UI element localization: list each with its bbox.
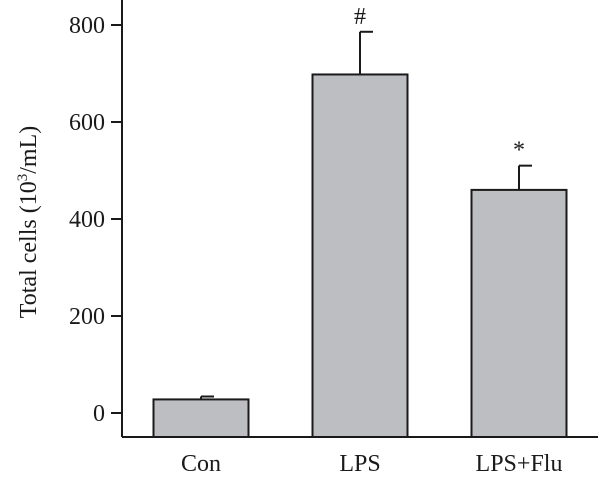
y-axis-title-prefix: Total cells (10 — [16, 181, 42, 318]
bars — [152, 73, 568, 439]
y-axis-title-group: Total cells (103/mL) — [15, 126, 42, 318]
y-tick-label: 0 — [93, 401, 105, 427]
y-axis-title: Total cells (103/mL) — [15, 126, 42, 318]
x-category-label: LPS+Flu — [476, 451, 563, 477]
error-bars — [200, 30, 532, 400]
bar-lps — [311, 73, 409, 438]
y-tick-label: 600 — [69, 110, 105, 136]
y-axis-title-superscript: 3 — [15, 174, 31, 182]
significance-marker: * — [513, 138, 525, 164]
y-axis-ticks: 0 200 400 600 800 — [69, 13, 122, 427]
bar-con — [152, 398, 250, 439]
x-category-label: LPS — [339, 451, 380, 477]
labels: Con LPS # LPS+Flu * — [181, 4, 562, 477]
y-axis-title-suffix: /mL) — [16, 126, 42, 174]
y-tick-label: 200 — [69, 304, 105, 330]
significance-marker: # — [354, 4, 366, 30]
y-tick-label: 800 — [69, 13, 105, 39]
x-category-label: Con — [181, 451, 221, 477]
bar-lps-flu — [470, 188, 568, 438]
y-tick-label: 400 — [69, 207, 105, 233]
